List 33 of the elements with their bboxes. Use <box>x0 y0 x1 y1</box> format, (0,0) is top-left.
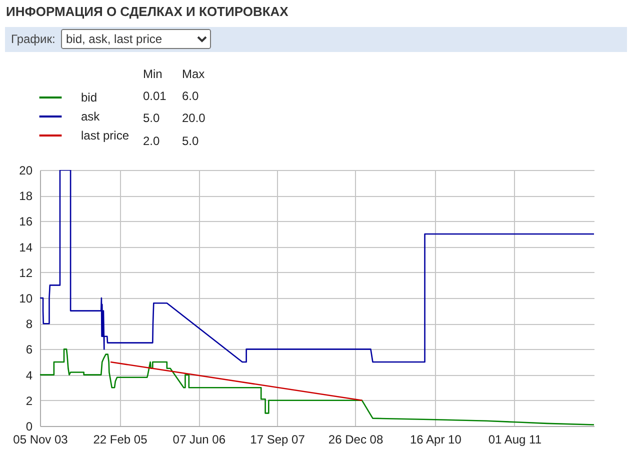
text: 0.01 <box>143 89 166 103</box>
text: 20.0 <box>182 111 206 126</box>
x-tick-label: 22 Feb 05 <box>93 432 148 446</box>
x-tick-label: 17 Sep 07 <box>250 432 306 446</box>
text: 5.0 <box>182 134 199 148</box>
text: 6.0 <box>182 89 199 103</box>
legend-label: bid <box>81 90 98 104</box>
x-tick-label: 01 Aug 11 <box>488 432 542 446</box>
text: Max <box>182 67 205 81</box>
y-tick-label: 0 <box>26 420 33 434</box>
x-tick-label: 16 Apr 10 <box>410 432 462 446</box>
chart-title: ИНФОРМАЦИЯ О СДЕЛКАХ И КОТИРОВКАХ <box>6 4 288 19</box>
line-series <box>40 170 594 363</box>
y-tick-label: 2 <box>26 394 33 408</box>
y-tick-label: 16 <box>19 214 33 229</box>
text: bid, ask, last price <box>61 29 211 49</box>
y-tick-label: 4 <box>26 368 33 382</box>
y-tick-label: 8 <box>26 317 33 332</box>
text: 2.0 <box>143 134 160 148</box>
y-tick-label: 10 <box>19 292 33 306</box>
x-tick-label: 05 Nov 03 <box>13 432 68 446</box>
y-tick-label: 18 <box>19 189 33 204</box>
legend-label: last price <box>81 128 130 142</box>
text: График: <box>11 32 56 46</box>
y-tick-label: 6 <box>26 342 33 357</box>
text: 5.0 <box>143 111 160 126</box>
y-tick-label: 20 <box>19 164 33 178</box>
text: Min <box>143 67 162 81</box>
y-tick-label: 12 <box>19 266 33 280</box>
x-tick-label: 26 Dec 08 <box>328 432 384 446</box>
legend-label: ask <box>81 110 101 124</box>
y-tick-label: 14 <box>19 240 33 254</box>
x-tick-label: 07 Jun 06 <box>172 432 226 446</box>
